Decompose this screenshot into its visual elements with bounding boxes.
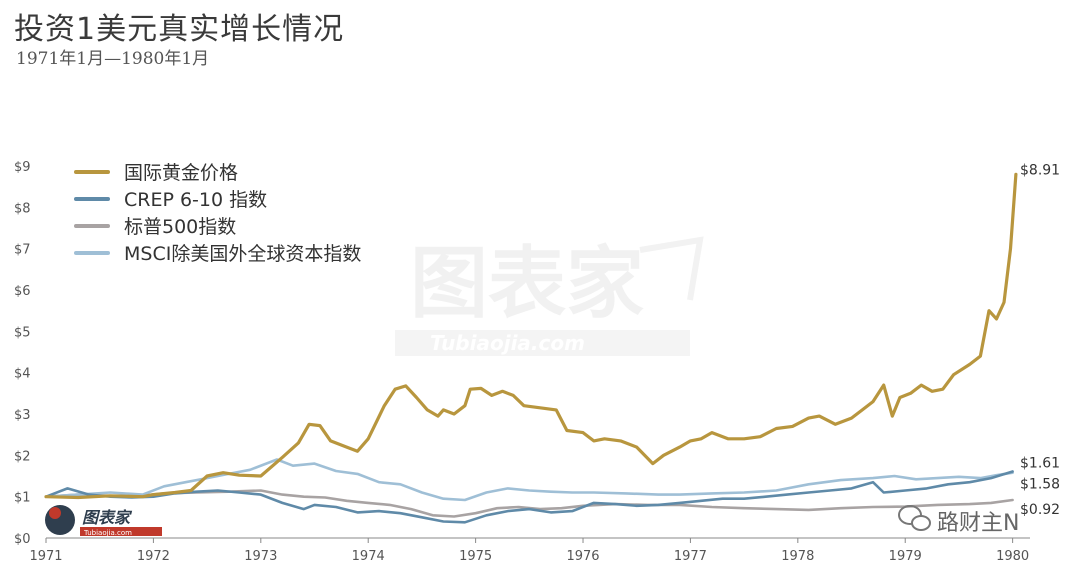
x-tick-label: 1980 (996, 549, 1029, 564)
watermark: 图表家 Tubiaojia.com (395, 236, 704, 356)
y-tick-label: $5 (14, 325, 31, 340)
x-tick-label: 1973 (244, 549, 277, 564)
x-tick-label: 1974 (352, 549, 385, 564)
x-tick-label: 1972 (137, 549, 170, 564)
y-tick-label: $7 (14, 243, 31, 258)
legend-label-2: 标普500指数 (124, 216, 236, 238)
watermark-sub-text: Tubiaojia.com (430, 331, 585, 355)
y-tick-label: $9 (14, 160, 31, 175)
y-tick-label: $6 (14, 284, 31, 299)
y-tick-label: $4 (14, 367, 31, 382)
x-axis-ticks: 1971 1972 1973 1974 1975 1976 1977 1978 1979 1980 (29, 538, 1029, 564)
page-title: 投资1美元真实增长情况 (14, 12, 345, 47)
watermark-main-text: 图表家 (410, 239, 644, 329)
y-tick-label: $2 (14, 449, 31, 464)
page-subtitle: 1971年1月—1980年1月 (16, 49, 210, 69)
y-tick-label: $0 (14, 532, 31, 547)
wechat-text: 路财主N (937, 511, 1019, 536)
logo-text: 图表家 (82, 508, 133, 527)
end-label-0: $8.91 (1020, 163, 1060, 179)
x-tick-label: 1976 (566, 549, 599, 564)
logo-sub-text: Tubiaojia.com (83, 529, 132, 537)
y-axis-ticks: $0 $1 $2 $3 $4 $5 $6 $7 $8 $9 (14, 160, 31, 547)
x-tick-label: 1979 (889, 549, 922, 564)
series-line-1 (44, 470, 1014, 524)
y-tick-label: $3 (14, 408, 31, 423)
end-labels: $8.91 $1.61 $0.92 $1.58 (1020, 163, 1060, 518)
legend-label-1: CREP 6-10 指数 (124, 189, 267, 211)
legend-label-0: 国际黄金价格 (124, 162, 238, 184)
end-label-2: $0.92 (1020, 502, 1060, 518)
watermark-bar (395, 330, 690, 356)
logo: 图表家 Tubiaojia.com (45, 505, 162, 537)
x-tick-label: 1977 (674, 549, 707, 564)
y-tick-label: $1 (14, 491, 31, 506)
y-tick-label: $8 (14, 201, 31, 216)
end-label-3: $1.58 (1020, 477, 1060, 493)
wechat-icon (898, 505, 931, 531)
watermark-arrow-icon (639, 236, 704, 301)
x-tick-label: 1975 (459, 549, 492, 564)
logo-dot-icon (49, 507, 61, 519)
x-tick-label: 1978 (781, 549, 814, 564)
series-line-0 (44, 172, 1018, 500)
wechat-watermark: 路财主N (898, 505, 1019, 536)
series-group (44, 172, 1018, 524)
series-line-2 (44, 489, 1014, 518)
logo-head-icon (45, 505, 75, 535)
x-tick-label: 1971 (29, 549, 62, 564)
legend-label-3: MSCI除美国外全球资本指数 (124, 243, 361, 265)
logo-bar (80, 527, 162, 536)
end-label-1: $1.61 (1020, 455, 1060, 471)
